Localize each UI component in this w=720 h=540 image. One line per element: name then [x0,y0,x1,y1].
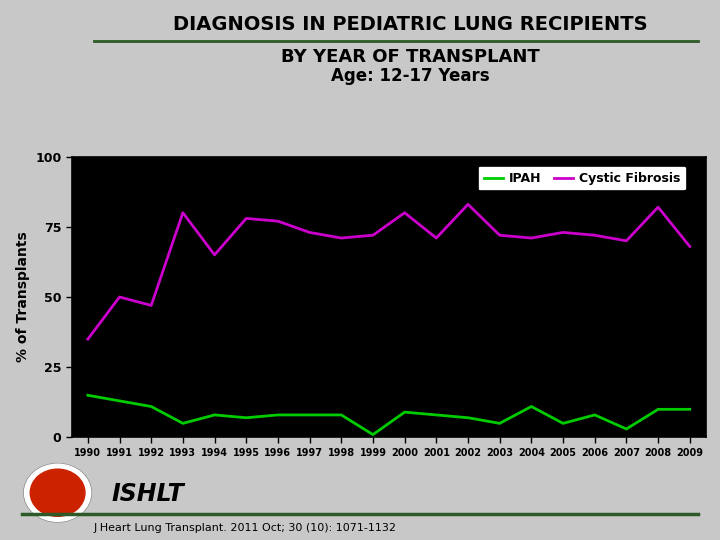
Text: ISHLT: ISHLT [112,482,184,506]
Circle shape [24,464,91,521]
Text: J Heart Lung Transplant. 2011 Oct; 30 (10): 1071-1132: J Heart Lung Transplant. 2011 Oct; 30 (1… [94,523,397,533]
Y-axis label: % of Transplants: % of Transplants [16,232,30,362]
Circle shape [30,469,85,516]
Text: Age: 12-17 Years: Age: 12-17 Years [331,66,490,85]
Text: BY YEAR OF TRANSPLANT: BY YEAR OF TRANSPLANT [281,48,540,66]
Circle shape [24,463,91,522]
Text: DIAGNOSIS IN PEDIATRIC LUNG RECIPIENTS: DIAGNOSIS IN PEDIATRIC LUNG RECIPIENTS [173,15,648,34]
Legend: IPAH, Cystic Fibrosis: IPAH, Cystic Fibrosis [478,166,687,191]
